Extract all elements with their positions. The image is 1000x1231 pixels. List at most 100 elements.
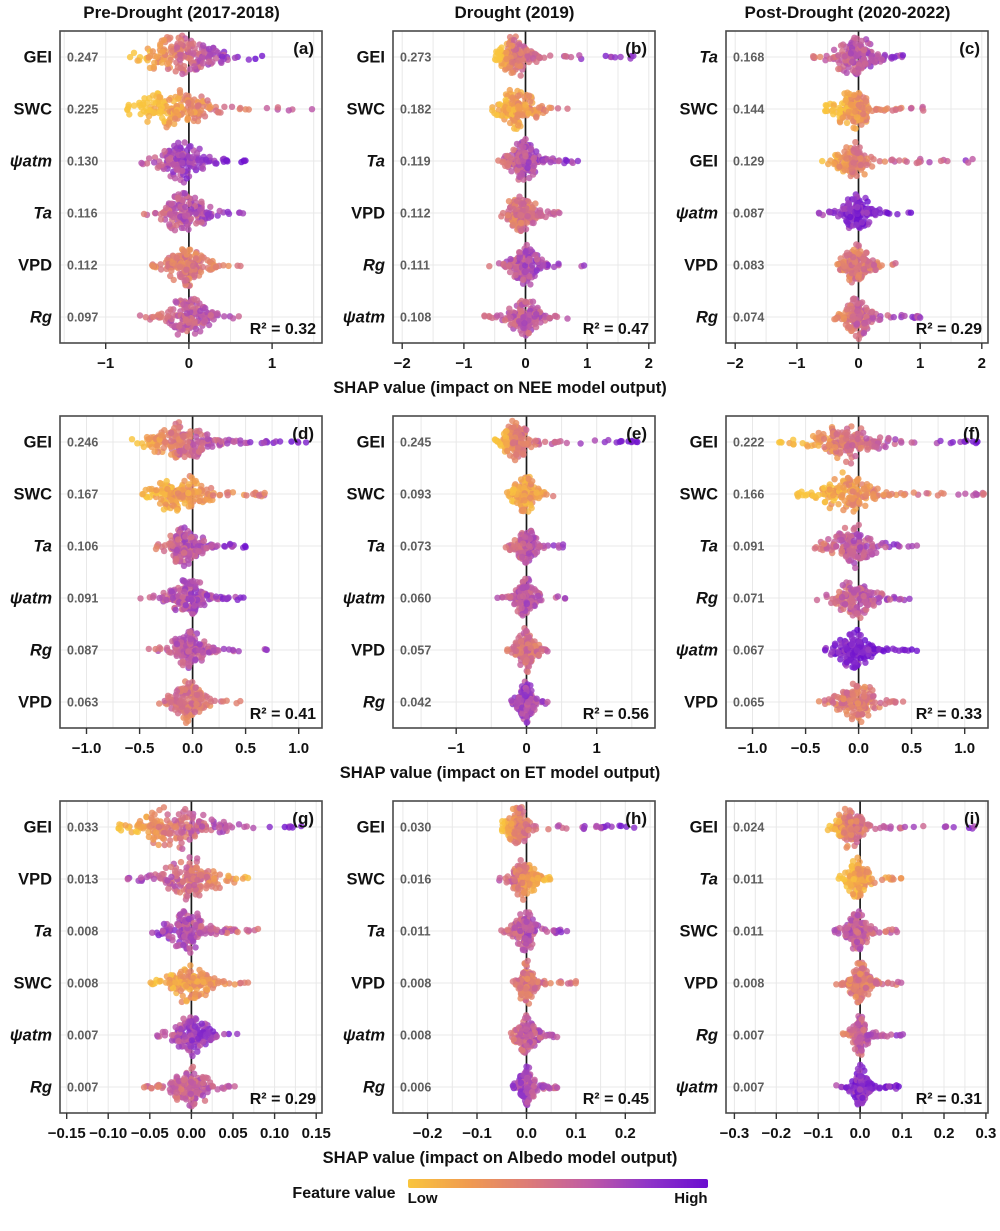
- feature-label: SWC: [680, 101, 719, 119]
- points-layer: [810, 34, 976, 342]
- x-tick-label: −0.15: [48, 1125, 86, 1142]
- legend-bar-wrap: Low High: [407, 1179, 708, 1207]
- panel-tag: (d): [292, 424, 314, 443]
- feature-label: VPD: [18, 871, 52, 889]
- importance-value: 0.033: [67, 821, 98, 835]
- model-block-et: −1.0 −0.5 0.0 0.5 1.0 GEI 0.246 SWC 0.167 Ta 0.106…: [0, 412, 1000, 788]
- x-axis-title-nee: SHAP value (impact on NEE model output): [333, 379, 667, 397]
- gridlines: [725, 416, 988, 728]
- panel-cell-d: −1.0 −0.5 0.0 0.5 1.0 GEI 0.246 SWC 0.167 Ta 0.106…: [0, 412, 333, 762]
- importance-value: 0.065: [733, 696, 764, 710]
- importance-value: 0.011: [733, 925, 764, 939]
- x-tick-label: −2: [727, 355, 744, 372]
- points-layer: [115, 804, 305, 1110]
- importance-value: 0.108: [400, 311, 431, 325]
- x-tick-label: 0.10: [260, 1125, 289, 1142]
- importance-value: 0.129: [733, 155, 764, 169]
- feature-label: SWC: [680, 923, 719, 941]
- feature-label: Ta: [33, 538, 52, 556]
- importance-value: 0.007: [733, 1029, 764, 1043]
- panel-cell-a: −1 0 1 GEI 0.247 SWC 0.225 ψatm 0.130 Ta 0.116 VPD 0…: [0, 27, 333, 377]
- importance-value: 0.246: [67, 436, 98, 450]
- panel-border: [725, 30, 989, 344]
- panel-border: [392, 30, 656, 344]
- beeswarm-panel-e: −1 0 1 GEI 0.245 SWC 0.093 Ta 0.073 ψatm 0.060 VPD 0…: [343, 415, 656, 757]
- importance-value: 0.007: [67, 1029, 98, 1043]
- x-tick-label: 1: [593, 740, 601, 757]
- importance-value: 0.013: [67, 873, 98, 887]
- beeswarm-panel-i: −0.3 −0.2 −0.1 0.0 0.1 0.2 0.3 GEI 0.024 Ta 0.011 S…: [676, 800, 996, 1142]
- importance-value: 0.119: [400, 155, 431, 169]
- x-tick-label: −0.2: [413, 1125, 443, 1142]
- x-axis-ticks: −1.0 −0.5 0.0 0.5 1.0: [738, 728, 975, 757]
- importance-value: 0.067: [733, 644, 764, 658]
- importance-value: 0.166: [733, 488, 764, 502]
- x-tick-label: 0.0: [516, 1125, 537, 1142]
- r2-label: R² = 0.29: [250, 1091, 316, 1108]
- importance-value: 0.273: [400, 51, 431, 65]
- panel-border: [59, 415, 323, 729]
- x-tick-label: 0: [185, 355, 193, 372]
- feature-label: Ta: [366, 923, 385, 941]
- feature-label: VPD: [684, 975, 718, 993]
- x-axis-ticks: −2 −1 0 1 2: [394, 343, 653, 372]
- importance-value: 0.008: [67, 925, 98, 939]
- beeswarm-panel-h: −0.2 −0.1 0.0 0.1 0.2 GEI 0.030 SWC 0.016 Ta 0.011…: [343, 800, 656, 1142]
- x-tick-label: −1: [97, 355, 114, 372]
- x-axis-ticks: −0.15 −0.10 −0.05 0.00 0.05 0.10 0.15: [48, 1113, 331, 1142]
- feature-label: Ta: [33, 205, 52, 223]
- feature-label: GEI: [690, 434, 718, 452]
- panel-tag: (c): [959, 39, 980, 58]
- feature-label: GEI: [357, 49, 385, 67]
- x-tick-label: 1: [583, 355, 591, 372]
- points-layer: [491, 417, 641, 726]
- points-layer: [124, 32, 316, 338]
- x-axis-ticks: −0.2 −0.1 0.0 0.1 0.2: [413, 1113, 636, 1142]
- x-tick-label: −0.3: [720, 1125, 750, 1142]
- points-layer: [776, 423, 987, 725]
- x-tick-label: −0.1: [462, 1125, 492, 1142]
- x-axis-title-et: SHAP value (impact on ET model output): [339, 764, 661, 782]
- importance-value: 0.093: [400, 488, 431, 502]
- feature-label: Rg: [363, 1079, 385, 1097]
- x-tick-label: 0.15: [302, 1125, 331, 1142]
- importance-value: 0.167: [67, 488, 98, 502]
- feature-label: ψatm: [343, 1027, 385, 1045]
- feature-label: SWC: [14, 975, 53, 993]
- panel-title-a: Pre-Drought (2017-2018): [83, 3, 280, 22]
- x-tick-label: 0: [854, 355, 862, 372]
- x-tick-label: −0.10: [89, 1125, 127, 1142]
- feature-label: VPD: [351, 642, 385, 660]
- beeswarm-panel-b: −2 −1 0 1 2 GEI 0.273 SWC 0.182 Ta 0.119 VPD 0.112 Rg…: [343, 30, 656, 372]
- x-tick-label: −1.0: [738, 740, 768, 757]
- panel-border: [59, 30, 323, 344]
- x-tick-label: −0.05: [131, 1125, 169, 1142]
- importance-value: 0.007: [67, 1081, 98, 1095]
- panel-border: [725, 415, 989, 729]
- x-tick-label: 0.00: [177, 1125, 206, 1142]
- beeswarm-panel-a: −1 0 1 GEI 0.247 SWC 0.225 ψatm 0.130 Ta 0.116 VPD 0…: [10, 30, 323, 372]
- legend-low-label: Low: [407, 1190, 438, 1207]
- panel-titles-row: Pre-Drought (2017-2018) Drought (2019) P…: [0, 0, 1000, 27]
- x-axis-ticks: −1.0 −0.5 0.0 0.5 1.0: [72, 728, 309, 757]
- feature-label: SWC: [347, 486, 386, 504]
- x-tick-label: 1.0: [954, 740, 975, 757]
- r2-label: R² = 0.32: [250, 321, 316, 338]
- beeswarm-panel-f: −1.0 −0.5 0.0 0.5 1.0 GEI 0.222 SWC 0.166 Ta 0.091…: [676, 415, 989, 757]
- x-tick-label: 1: [916, 355, 924, 372]
- x-tick-label: 0.5: [235, 740, 256, 757]
- feature-label: SWC: [14, 101, 53, 119]
- x-axis-ticks: −0.3 −0.2 −0.1 0.0 0.1 0.2 0.3: [720, 1113, 996, 1142]
- x-tick-label: −0.1: [803, 1125, 833, 1142]
- importance-value: 0.225: [67, 103, 98, 117]
- importance-value: 0.008: [733, 977, 764, 991]
- panels-row-albedo: −0.15 −0.10 −0.05 0.00 0.05 0.10 0.15 GEI 0.033 V…: [0, 797, 1000, 1147]
- feature-label: ψatm: [676, 1079, 718, 1097]
- panel-tag: (e): [626, 424, 647, 443]
- panel-border: [392, 415, 656, 729]
- x-tick-label: 0.3: [975, 1125, 996, 1142]
- gridlines: [726, 31, 988, 343]
- feature-label: VPD: [351, 205, 385, 223]
- feature-label: Rg: [696, 590, 718, 608]
- panel-cell-g: −0.15 −0.10 −0.05 0.00 0.05 0.10 0.15 GEI 0.033 V…: [0, 797, 333, 1147]
